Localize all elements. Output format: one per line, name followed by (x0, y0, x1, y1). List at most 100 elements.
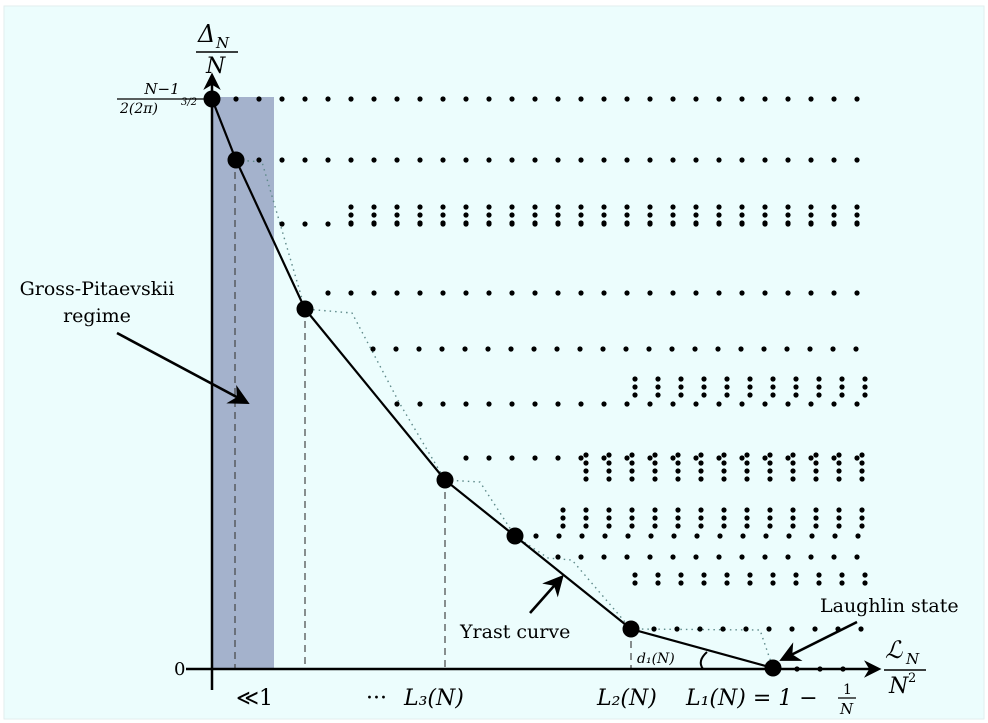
level-dot (532, 157, 538, 163)
x-label-denominator-sup: 2 (908, 671, 916, 686)
level-dot (747, 580, 753, 586)
level-dot (808, 290, 814, 296)
level-dot (762, 455, 768, 461)
level-dot (486, 96, 492, 102)
level-dot (509, 157, 515, 163)
level-dot (606, 476, 612, 482)
level-dot (744, 468, 750, 474)
level-dot (256, 96, 262, 102)
level-dot (583, 476, 589, 482)
level-dot (655, 572, 661, 578)
level-dot (693, 554, 699, 560)
level-dot (647, 212, 653, 218)
level-dot (739, 220, 745, 226)
level-dot (808, 204, 814, 210)
level-dot (601, 212, 607, 218)
level-dot (767, 452, 773, 458)
level-dot (583, 468, 589, 474)
level-dot (624, 455, 630, 461)
level-dot (767, 476, 773, 482)
level-dot (762, 96, 768, 102)
level-dot (721, 452, 727, 458)
level-dot (678, 376, 684, 382)
level-dot (533, 533, 539, 539)
level-dot (692, 346, 698, 352)
level-dot (578, 554, 584, 560)
level-dot (629, 515, 635, 521)
level-dot (839, 384, 845, 390)
level-dot (721, 515, 727, 521)
level-dot (675, 452, 681, 458)
level-dot (670, 220, 676, 226)
x-tick-l1-frac-den: N (839, 700, 854, 718)
level-dot (724, 392, 730, 398)
d1-angle-arc (699, 651, 708, 670)
level-dot (766, 626, 772, 632)
level-dot (785, 96, 791, 102)
level-dot (813, 460, 819, 466)
level-dot (624, 204, 630, 210)
level-dot (629, 452, 635, 458)
level-dot (675, 460, 681, 466)
level-dot (555, 401, 561, 407)
level-dot (698, 507, 704, 513)
level-dot (716, 212, 722, 218)
level-dot (602, 533, 608, 539)
level-dot (647, 290, 653, 296)
level-dot (678, 392, 684, 398)
level-dot (678, 580, 684, 586)
level-dot (808, 157, 814, 163)
level-dot (693, 96, 699, 102)
level-dot (721, 523, 727, 529)
level-dot (348, 220, 354, 226)
gp-regime-label-line1: Gross-Pitaevskii (20, 278, 175, 300)
level-dot (624, 157, 630, 163)
level-dot (790, 452, 796, 458)
level-dot (808, 96, 814, 102)
level-dot (632, 572, 638, 578)
level-dot (790, 468, 796, 474)
level-dot (698, 468, 704, 474)
level-dot (532, 204, 538, 210)
level-dot (744, 523, 750, 529)
level-dot (601, 204, 607, 210)
level-dot (716, 96, 722, 102)
level-dot (560, 523, 566, 529)
level-dot (862, 376, 868, 382)
level-dot (632, 580, 638, 586)
level-dot (739, 96, 745, 102)
gp-regime-region (212, 97, 274, 669)
level-dot (720, 626, 726, 632)
level-dot (693, 157, 699, 163)
level-dot (831, 157, 837, 163)
level-dot (629, 476, 635, 482)
level-dot (669, 346, 675, 352)
level-dot (655, 384, 661, 390)
level-dot (808, 212, 814, 218)
level-dot (762, 554, 768, 560)
level-dot (693, 455, 699, 461)
level-dot (830, 346, 836, 352)
level-dot (440, 204, 446, 210)
level-dot (601, 96, 607, 102)
level-dot (836, 507, 842, 513)
level-dot (394, 157, 400, 163)
level-dot (670, 455, 676, 461)
level-dot (578, 157, 584, 163)
level-dot (831, 455, 837, 461)
level-dot (508, 346, 514, 352)
level-dot (743, 626, 749, 632)
level-dot (816, 392, 822, 398)
yrast-curve-label: Yrast curve (459, 621, 570, 643)
level-dot (578, 455, 584, 461)
level-dot (670, 204, 676, 210)
level-dot (854, 401, 860, 407)
level-dot (715, 346, 721, 352)
level-dot (854, 554, 860, 560)
level-dot (831, 290, 837, 296)
level-dot (786, 533, 792, 539)
y-label-denominator: N (205, 54, 226, 79)
level-dot (854, 290, 860, 296)
level-dot (808, 455, 814, 461)
level-dot (716, 290, 722, 296)
